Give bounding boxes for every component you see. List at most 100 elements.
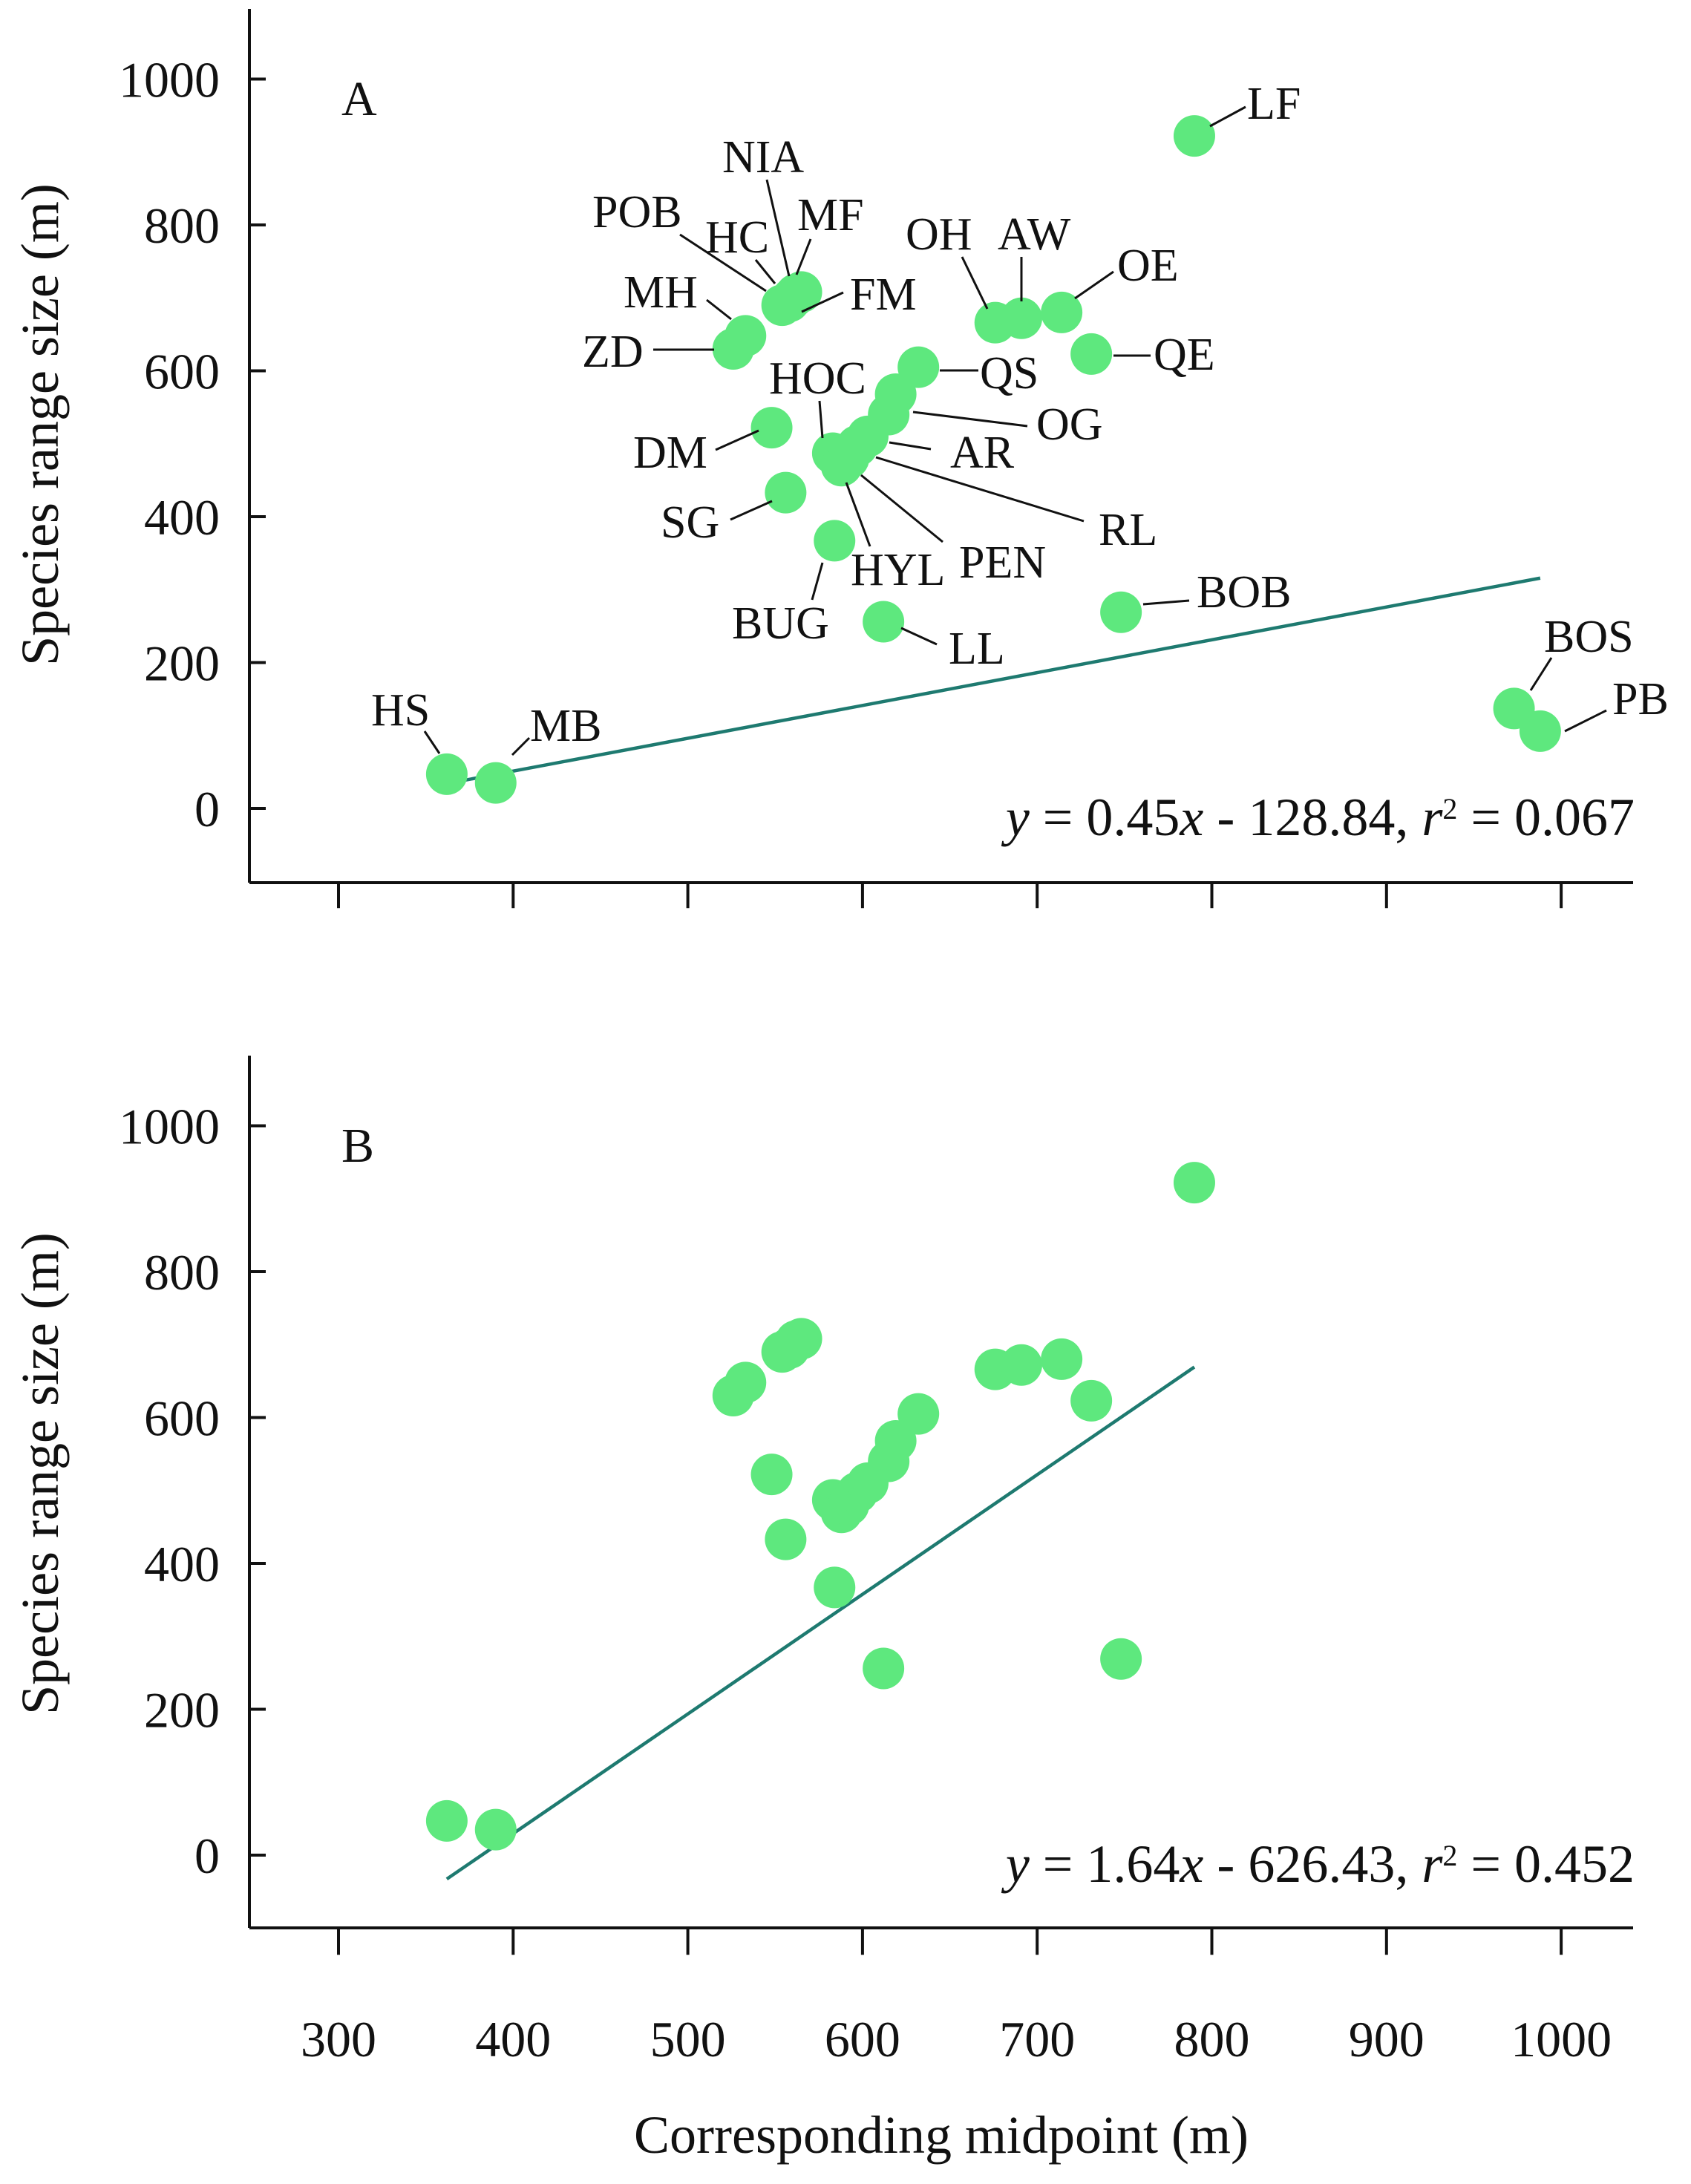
leader-line xyxy=(765,179,791,277)
panel-b-data-point xyxy=(897,1393,940,1435)
point-label-rl: RL xyxy=(1099,505,1157,555)
panel-b-data-point xyxy=(425,1799,468,1842)
panel-a-data-point-oe xyxy=(1041,291,1083,333)
panel-a-x-ticks xyxy=(337,881,1563,909)
panel-a-data-point-lf xyxy=(1173,115,1215,157)
panel-b-points xyxy=(425,1162,1215,1851)
x-axis-title: Corresponding midpoint (m) xyxy=(634,2105,1249,2165)
leader-line xyxy=(811,562,824,601)
panel-a-data-point-dm xyxy=(750,407,793,449)
panel-a-data-point-mb xyxy=(474,762,517,804)
leader-line xyxy=(1564,709,1607,733)
point-label-hyl: HYL xyxy=(851,545,945,595)
point-label-hs: HS xyxy=(371,685,430,736)
x-tick-label: 600 xyxy=(825,2011,900,2067)
panel-a-data-point xyxy=(874,373,917,415)
leader-line xyxy=(1142,599,1190,606)
point-label-ll: LL xyxy=(949,624,1005,674)
point-label-oh: OH xyxy=(906,209,972,260)
leader-line xyxy=(795,238,812,275)
leader-line xyxy=(818,400,824,439)
leader-line xyxy=(730,500,773,521)
point-label-sg: SG xyxy=(661,497,719,548)
leader-line xyxy=(912,411,1028,428)
leader-line xyxy=(706,298,732,321)
leader-line xyxy=(1209,105,1246,128)
panel-b-y-axis-title: Species range size (m) xyxy=(10,1232,70,1715)
x-tick-label: 800 xyxy=(1174,2011,1250,2067)
point-label-hc: HC xyxy=(705,212,769,263)
point-label-bos: BOS xyxy=(1544,612,1634,662)
panel-b-data-point xyxy=(1100,1638,1142,1680)
panel-b-y-tick-label: 0 xyxy=(194,1828,220,1884)
leader-line xyxy=(900,627,938,646)
panel-b-data-point xyxy=(1001,1344,1043,1386)
panel-b-y-ticks: 0 200 400 600 800 1000 xyxy=(119,1099,266,1884)
panel-a-y-tick-label: 200 xyxy=(144,635,220,692)
panel-a-regression-line xyxy=(446,576,1541,785)
x-tick-label: 1000 xyxy=(1511,2011,1612,2067)
point-label-pb: PB xyxy=(1612,674,1669,725)
point-label-bug: BUG xyxy=(732,598,829,649)
point-label-qs: QS xyxy=(980,348,1039,399)
panel-a-data-point-fm xyxy=(771,277,814,319)
panel-b-data-point xyxy=(863,1647,905,1690)
leader-line xyxy=(754,259,776,284)
panel-a-letter: A xyxy=(341,72,377,126)
panel-a-points xyxy=(425,115,1561,804)
point-label-mh: MH xyxy=(624,267,698,318)
leader-line xyxy=(875,456,1085,523)
panel-b-data-point xyxy=(725,1361,767,1404)
panel-a-data-point-aw xyxy=(1001,297,1043,339)
leader-line xyxy=(1074,270,1114,300)
leader-line xyxy=(1529,657,1553,691)
leader-line xyxy=(715,429,759,451)
panel-b-fit xyxy=(445,1365,1196,1881)
point-label-pob: POB xyxy=(592,187,682,238)
panel-b-data-point xyxy=(765,1518,807,1560)
panel-b-y-tick-label: 200 xyxy=(144,1682,220,1739)
point-label-mb: MB xyxy=(530,701,601,751)
panel-b-data-point xyxy=(1173,1162,1215,1204)
panel-a-point-labels: HS MB ZD MH POB HC NIA MF FM xyxy=(371,79,1669,756)
leader-line xyxy=(961,256,989,310)
panel-a-y-ticks: 0 200 400 600 800 1000 xyxy=(119,52,266,837)
panel-a-data-point-qe xyxy=(1070,333,1113,375)
x-tick-label: 700 xyxy=(999,2011,1075,2067)
leader-line xyxy=(679,233,767,292)
panel-b-equation: y = 1.64x - 626.43, r2 = 0.452 xyxy=(1001,1834,1635,1894)
panel-a-data-point-ll xyxy=(863,601,905,643)
panel-b-x-ticks xyxy=(337,1928,1563,1955)
point-label-mf: MF xyxy=(797,190,864,241)
panel-b-data-point xyxy=(780,1318,822,1360)
leader-line xyxy=(845,482,871,547)
panel-b: 0 200 400 600 800 1000 B y = 1.64x - 626.43, … xyxy=(10,1056,1635,1955)
panel-a-equation: y = 0.45x - 128.84, r2 = 0.067 xyxy=(1001,788,1635,847)
panel-b-data-point xyxy=(1041,1338,1083,1380)
point-label-og: OG xyxy=(1036,399,1103,450)
leader-line xyxy=(423,730,441,754)
leader-line xyxy=(801,291,844,313)
point-label-nia: NIA xyxy=(722,132,804,183)
panel-a-data-point-bug xyxy=(814,520,856,562)
point-label-fm: FM xyxy=(850,269,917,320)
x-tick-labels: 300 400 500 600 700 800 900 1000 xyxy=(301,2011,1612,2067)
panel-b-regression-line xyxy=(445,1365,1196,1881)
panel-a-fit xyxy=(446,576,1541,785)
point-label-dm: DM xyxy=(633,428,707,478)
panel-b-data-point xyxy=(814,1566,856,1609)
panel-a-data-point-sg xyxy=(765,471,807,514)
point-label-aw: AW xyxy=(998,209,1071,260)
point-label-oe: OE xyxy=(1117,241,1179,291)
leader-line xyxy=(860,474,943,543)
panel-a-y-tick-label: 0 xyxy=(194,781,220,837)
point-label-hoc: HOC xyxy=(769,353,866,404)
point-label-ar: AR xyxy=(950,428,1015,478)
x-tick-label: 900 xyxy=(1349,2011,1425,2067)
panel-a-y-tick-label: 400 xyxy=(144,489,220,546)
panel-a-y-tick-label: 600 xyxy=(144,344,220,400)
panel-b-data-point xyxy=(1070,1379,1113,1422)
panel-a-data-point-hs xyxy=(425,753,468,795)
